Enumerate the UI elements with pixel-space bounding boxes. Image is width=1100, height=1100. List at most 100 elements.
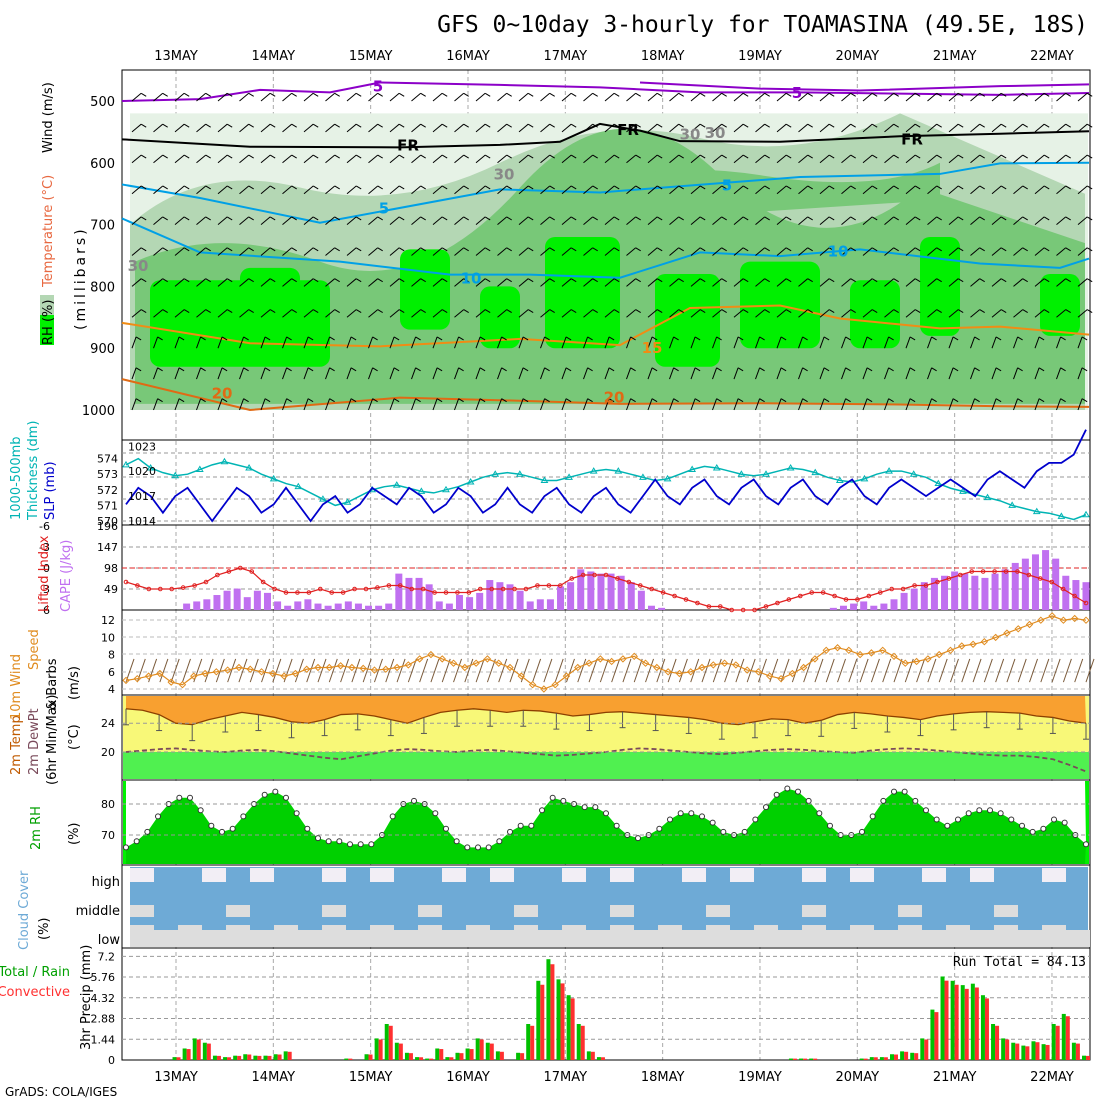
thickness-point [762,470,770,477]
rh2m-point [763,804,769,811]
wind-barb-flag [565,367,572,372]
wind-barb [884,398,890,411]
precip-bar-conv [196,1039,201,1060]
precip-bar-conv [1055,1025,1060,1060]
wind-barb-flag [1022,247,1028,252]
wind-barb [475,336,481,349]
wind-barb [1013,247,1024,256]
wind-barb [454,216,465,225]
wind-barb-flag [656,123,663,128]
rh2m-point [229,825,236,832]
precip-bar-conv [894,1054,898,1060]
li-point [843,597,849,602]
cape-bar [1062,575,1070,610]
precip-bar-conv [590,1051,595,1060]
rh2m-point [1029,828,1036,835]
cape-bar [466,597,474,610]
wind-point [630,652,638,661]
wind-barb [475,216,486,225]
wind-barb [604,123,615,133]
wind-barb [518,185,529,195]
precip-bar-total [910,1052,915,1060]
wind-barb [540,278,551,287]
wind-barb-flag [936,123,942,128]
wind-barb-flag [248,309,254,314]
wind-barb [841,154,852,164]
wind-barb-flag [398,185,405,190]
rh2m-point [240,813,247,820]
precip-bar-conv [580,1025,585,1060]
wind-barb-flag [979,92,985,97]
wind-barb-flag [334,309,340,314]
wind-point [777,674,785,683]
precip-label-2: Convective [0,985,70,1000]
precip-bar-total [223,1057,228,1060]
wind-barb [497,216,508,225]
wind-barb-flag [764,247,770,252]
li-point [420,586,426,592]
wind-barb [669,367,675,380]
wind-point [969,640,977,648]
li-point [912,583,917,588]
li-point [889,586,895,592]
wind-barb-flag [979,247,985,252]
li-point [683,597,689,602]
li-point [397,583,403,588]
wind-barb-flag [420,92,426,97]
rh2m-point [901,788,908,795]
rh-swatch-mid [40,295,54,315]
wind-point [190,672,198,680]
li-point [363,586,369,592]
wind-barb-flag [1043,123,1050,128]
cloud-gap-low [874,930,898,947]
cloud-gap-mid [610,905,634,917]
wind-barb [282,185,293,195]
wind-barb-flag [1022,278,1028,283]
wind-barb [991,247,1002,256]
wind-barb [690,154,701,164]
wind-barb [733,278,744,287]
wind-point [404,661,413,669]
wind-barb-flag [1017,398,1023,403]
wind-barb [346,309,357,318]
precip-bar-total [455,1052,460,1060]
wind-barb [561,309,572,318]
cape-bar [870,605,878,610]
rh2m-fill [126,788,1086,864]
wind-barb-flag [200,367,206,372]
wind-barb-flag [742,247,749,252]
wind-point [506,663,514,672]
wind-barb [647,185,658,195]
li-point [260,579,266,585]
precip-bar-total [1041,1044,1046,1060]
precip-tick: 0 [108,1054,115,1067]
rh2m-point [283,794,289,801]
chart-title: GFS 0~10day 3-hourly for TOAMASINA (49.5… [437,12,1088,38]
wind-barb [368,92,379,102]
wind-barb [441,658,451,683]
wind-barb [798,123,809,133]
wind-barb-flag [441,185,448,190]
wind-barb [368,398,374,411]
wind-barb-flag [226,278,233,283]
wind-barb [1040,658,1050,683]
wind-barb [1074,658,1084,683]
date-label-top: 20MAY [836,49,880,64]
wind-barb-flag [764,216,770,221]
wind-barb-flag [737,336,744,341]
wind-barb-flag [592,247,598,252]
precip-tick: 2.88 [91,1013,116,1026]
contour-line-3 [121,161,1090,224]
thickness-point [195,465,204,473]
wind-barb [712,398,718,411]
date-label-top: 22MAY [1030,49,1074,64]
wind-barb-flag [613,92,620,97]
wind-barb-flag [436,398,443,403]
thickness-point [909,470,918,477]
wind-barb-flag [931,367,937,372]
wind-barb [351,658,361,683]
rh-fill-bright [480,286,520,349]
wind-barb [411,247,422,256]
wind-barb-flag [764,309,770,314]
